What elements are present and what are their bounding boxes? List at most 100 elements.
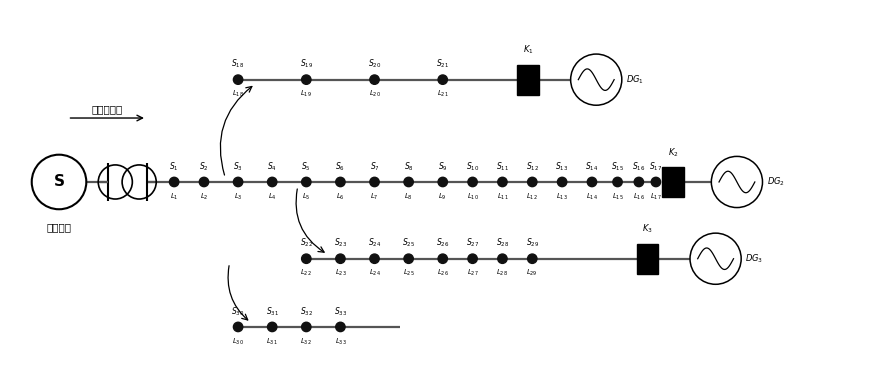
Bar [637,244,658,274]
Text: $S_{17}$: $S_{17}$ [649,160,662,173]
Text: S: S [54,174,64,189]
Circle shape [438,75,447,84]
Text: $K_2$: $K_2$ [668,146,679,158]
Text: $L_{28}$: $L_{28}$ [496,268,509,278]
Text: $S_{12}$: $S_{12}$ [526,160,539,173]
Text: $L_{7}$: $L_{7}$ [370,191,379,202]
Text: $L_{18}$: $L_{18}$ [232,89,244,99]
Text: $S_{5}$: $S_{5}$ [301,160,311,173]
Bar [662,167,684,197]
Circle shape [527,254,537,263]
Text: $L_{2}$: $L_{2}$ [199,191,208,202]
Text: $S_{2}$: $S_{2}$ [199,160,209,173]
Text: $S_{8}$: $S_{8}$ [404,160,414,173]
Text: $L_{33}$: $L_{33}$ [334,336,346,346]
Text: $L_{23}$: $L_{23}$ [334,268,346,278]
Text: $L_{32}$: $L_{32}$ [300,336,312,346]
Text: $S_{27}$: $S_{27}$ [466,237,479,249]
Circle shape [527,177,537,187]
Circle shape [301,322,311,331]
Circle shape [267,177,277,187]
Text: $L_{1}$: $L_{1}$ [170,191,179,202]
Text: $S_{9}$: $S_{9}$ [438,160,448,173]
Text: $S_{14}$: $S_{14}$ [586,160,599,173]
Text: $L_{27}$: $L_{27}$ [467,268,478,278]
Circle shape [468,254,477,263]
Text: $L_{10}$: $L_{10}$ [467,191,478,202]
Text: $L_{13}$: $L_{13}$ [556,191,568,202]
Text: $L_{6}$: $L_{6}$ [336,191,345,202]
Text: $L_{12}$: $L_{12}$ [527,191,538,202]
Text: $S_{1}$: $S_{1}$ [169,160,179,173]
Text: $L_{9}$: $L_{9}$ [438,191,447,202]
Circle shape [336,322,345,331]
Circle shape [301,254,311,263]
Circle shape [613,177,622,187]
Circle shape [634,177,644,187]
Bar [518,65,539,94]
Text: $L_{24}$: $L_{24}$ [368,268,381,278]
Text: $S_{10}$: $S_{10}$ [466,160,479,173]
Circle shape [498,177,507,187]
Text: $L_{15}$: $L_{15}$ [611,191,623,202]
Text: $S_{30}$: $S_{30}$ [232,305,245,317]
Text: $S_{22}$: $S_{22}$ [299,237,313,249]
Text: $S_{18}$: $S_{18}$ [232,58,245,70]
Circle shape [370,254,379,263]
Circle shape [651,177,661,187]
Text: $S_{11}$: $S_{11}$ [496,160,509,173]
Text: $DG_3$: $DG_3$ [746,253,763,265]
Text: $L_{26}$: $L_{26}$ [437,268,449,278]
Circle shape [587,177,596,187]
Text: $L_{20}$: $L_{20}$ [368,89,381,99]
Text: $S_{4}$: $S_{4}$ [267,160,277,173]
Text: $L_{17}$: $L_{17}$ [650,191,662,202]
Circle shape [233,177,243,187]
Circle shape [301,75,311,84]
Text: $K_3$: $K_3$ [642,223,653,235]
Text: $S_{21}$: $S_{21}$ [436,58,450,70]
Circle shape [438,254,447,263]
Text: $S_{20}$: $S_{20}$ [367,58,381,70]
Text: 系统电源: 系统电源 [46,222,72,232]
Circle shape [170,177,179,187]
Circle shape [199,177,208,187]
Text: $L_{3}$: $L_{3}$ [233,191,242,202]
Text: $S_{29}$: $S_{29}$ [526,237,539,249]
Circle shape [558,177,567,187]
Text: $S_{31}$: $S_{31}$ [266,305,279,317]
Text: $L_{4}$: $L_{4}$ [268,191,276,202]
Text: $L_{14}$: $L_{14}$ [586,191,598,202]
Text: $L_{19}$: $L_{19}$ [300,89,312,99]
Circle shape [301,177,311,187]
Text: $S_{25}$: $S_{25}$ [402,237,415,249]
Text: $S_{23}$: $S_{23}$ [333,237,347,249]
Text: $L_{31}$: $L_{31}$ [266,336,278,346]
Text: $S_{3}$: $S_{3}$ [233,160,243,173]
Text: $L_{21}$: $L_{21}$ [437,89,449,99]
Text: $S_{7}$: $S_{7}$ [369,160,379,173]
Text: $S_{32}$: $S_{32}$ [299,305,313,317]
Text: $L_{5}$: $L_{5}$ [302,191,310,202]
Text: 电源正方向: 电源正方向 [91,104,122,114]
Text: $L_{29}$: $L_{29}$ [527,268,538,278]
Circle shape [233,75,243,84]
Circle shape [404,254,413,263]
Circle shape [336,254,345,263]
Circle shape [370,75,379,84]
Text: $DG_2$: $DG_2$ [767,176,785,188]
Text: $K_1$: $K_1$ [523,44,534,56]
Circle shape [336,177,345,187]
Text: $L_{16}$: $L_{16}$ [633,191,645,202]
Circle shape [404,177,413,187]
Text: $L_{25}$: $L_{25}$ [403,268,415,278]
Text: $S_{16}$: $S_{16}$ [632,160,645,173]
Circle shape [468,177,477,187]
Text: $S_{24}$: $S_{24}$ [367,237,381,249]
Text: $S_{19}$: $S_{19}$ [299,58,313,70]
Circle shape [438,177,447,187]
Text: $L_{11}$: $L_{11}$ [496,191,509,202]
Text: $S_{15}$: $S_{15}$ [611,160,624,173]
Text: $S_{33}$: $S_{33}$ [333,305,347,317]
Circle shape [233,322,243,331]
